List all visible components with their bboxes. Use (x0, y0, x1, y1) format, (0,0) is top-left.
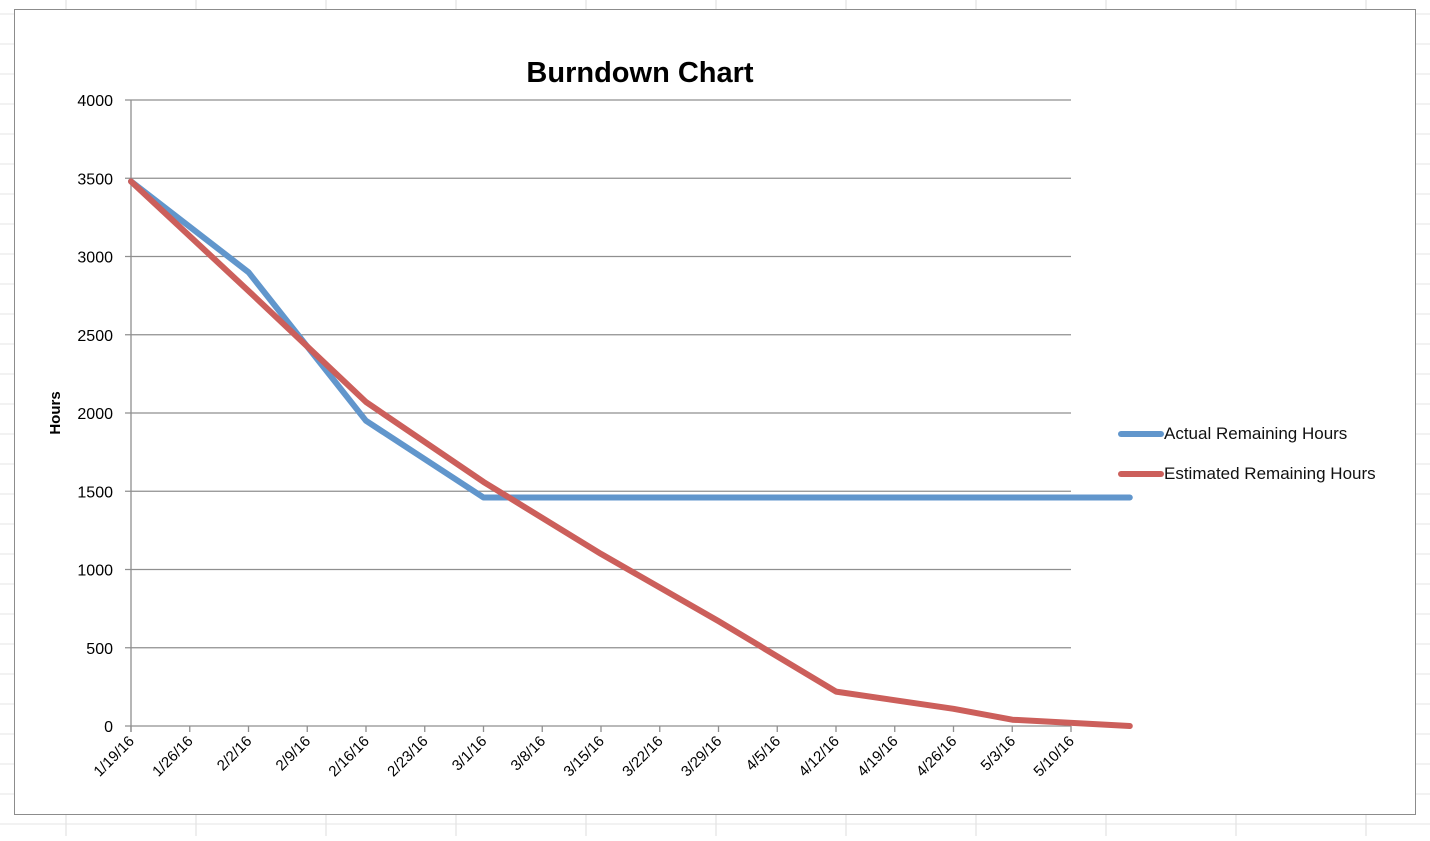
x-tick-label: 3/1/16 (449, 733, 491, 775)
y-tick-label: 1500 (77, 484, 113, 501)
y-tick-labels: 0 500 1000 1500 2000 2500 3000 3500 4000 (77, 93, 113, 736)
y-tick-label: 3000 (77, 250, 113, 267)
x-tick-label: 2/9/16 (273, 733, 315, 775)
y-tick-label: 0 (104, 719, 113, 736)
x-tick-label: 4/12/16 (795, 733, 842, 780)
legend-swatch (1118, 431, 1164, 437)
chart-legend: Actual Remaining Hours Estimated Remainin… (1118, 414, 1376, 494)
series-line-estimated (128, 178, 1133, 729)
x-tick-label: 2/23/16 (384, 733, 431, 780)
plot-gridlines (125, 99, 1071, 732)
x-tick-label: 2/2/16 (214, 733, 256, 775)
y-tick-label: 4000 (77, 93, 113, 110)
y-tick-label: 3500 (77, 171, 113, 188)
y-axis-label: Hours (47, 391, 64, 434)
chart-title: Burndown Chart (526, 57, 753, 89)
legend-item-estimated: Estimated Remaining Hours (1118, 454, 1376, 494)
x-tick-label: 3/29/16 (678, 733, 725, 780)
x-tick-label: 5/3/16 (978, 733, 1020, 775)
y-tick-label: 1000 (77, 563, 113, 580)
x-tick-labels: 1/19/16 1/26/16 2/2/16 2/9/16 2/16/16 2/23/16… (90, 726, 1078, 780)
y-tick-label: 2500 (77, 328, 113, 345)
x-tick-label: 3/8/16 (508, 733, 550, 775)
x-tick-label: 2/16/16 (325, 733, 372, 780)
chart-area[interactable] (14, 9, 1416, 815)
y-tick-label: 2000 (77, 406, 113, 423)
x-tick-label: 4/19/16 (854, 733, 901, 780)
x-tick-label: 1/26/16 (149, 733, 196, 780)
series-lines (128, 178, 1133, 729)
legend-label: Estimated Remaining Hours (1164, 464, 1376, 483)
x-tick-label: 4/5/16 (743, 733, 785, 775)
x-tick-label: 5/10/16 (1030, 733, 1077, 780)
x-tick-label: 3/22/16 (619, 733, 666, 780)
x-tick-label: 3/15/16 (560, 733, 607, 780)
x-tick-label: 1/19/16 (90, 733, 137, 780)
legend-label: Actual Remaining Hours (1164, 424, 1348, 443)
x-tick-label: 4/26/16 (913, 733, 960, 780)
legend-swatch (1118, 471, 1164, 477)
y-tick-label: 500 (86, 641, 113, 658)
series-line-actual (128, 178, 1133, 501)
legend-item-actual: Actual Remaining Hours (1118, 414, 1376, 454)
